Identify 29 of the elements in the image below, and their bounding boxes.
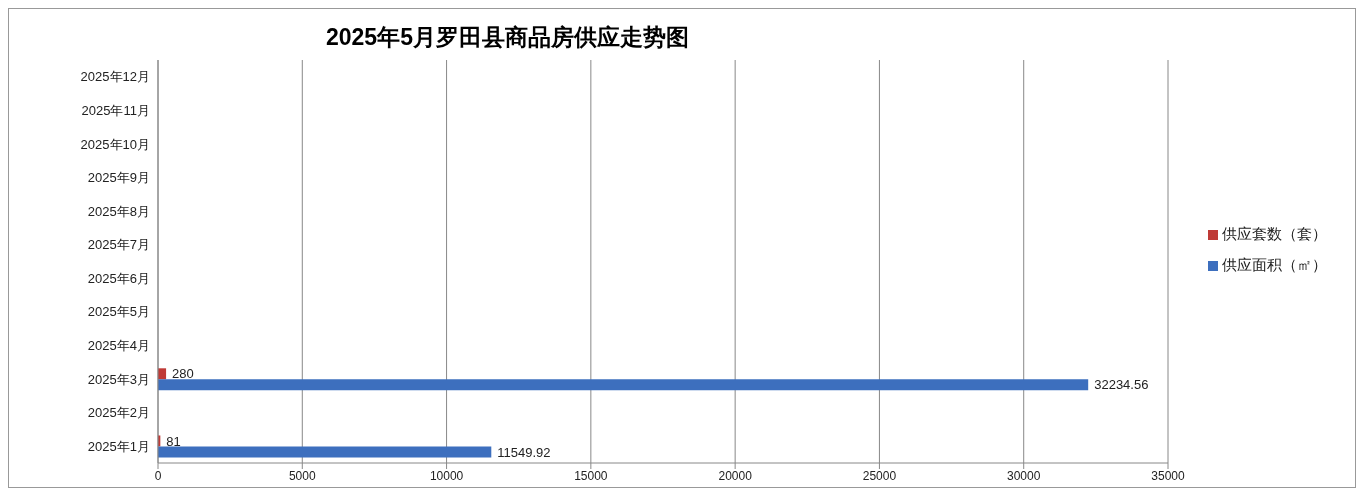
y-tick-label: 2025年4月	[87, 338, 150, 354]
y-tick-label: 2025年2月	[87, 405, 150, 421]
x-tick-label: 0	[154, 468, 162, 483]
y-tick-label: 2025年10月	[80, 136, 150, 152]
data-label: 32234.56	[1094, 377, 1149, 393]
x-tick-label: 30000	[1007, 468, 1041, 483]
chart-title: 2025年5月罗田县商品房供应走势图	[326, 23, 689, 51]
x-tick-label: 35000	[1151, 468, 1186, 483]
y-tick-label: 2025年7月	[87, 237, 150, 253]
x-tick-label: 25000	[862, 468, 897, 483]
y-tick-label: 2025年5月	[87, 304, 150, 320]
y-tick-label: 2025年12月	[80, 69, 150, 85]
data-label: 11549.92	[497, 444, 551, 460]
y-tick-label: 2025年11月	[81, 102, 150, 118]
x-tick-label: 10000	[429, 468, 464, 483]
y-tick-label: 2025年9月	[87, 170, 150, 186]
y-tick-label: 2025年6月	[87, 270, 150, 286]
data-label: 280	[172, 366, 194, 382]
y-tick-label: 2025年3月	[87, 371, 150, 387]
x-tick-label: 5000	[288, 468, 316, 483]
data-label: 81	[166, 433, 181, 449]
bar	[158, 446, 492, 458]
legend-label: 供应面积（㎡）	[1222, 256, 1327, 273]
y-tick-label: 2025年1月	[87, 438, 150, 454]
x-tick-label: 20000	[718, 468, 753, 483]
bar	[158, 379, 1089, 391]
y-tick-label: 2025年8月	[87, 203, 150, 219]
legend-label: 供应套数（套）	[1222, 225, 1327, 242]
x-tick-label: 15000	[574, 468, 608, 483]
